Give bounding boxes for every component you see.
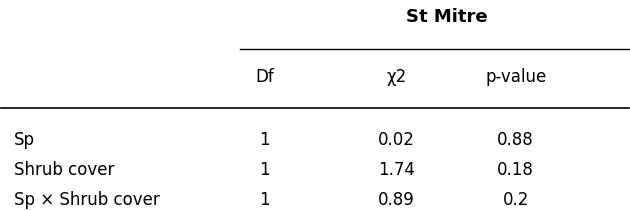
Text: Df: Df <box>255 68 274 86</box>
Text: Sp: Sp <box>14 131 35 149</box>
Text: 1: 1 <box>260 191 270 209</box>
Text: 0.2: 0.2 <box>503 191 529 209</box>
Text: Shrub cover: Shrub cover <box>14 161 114 179</box>
Text: 1.74: 1.74 <box>378 161 415 179</box>
Text: p-value: p-value <box>485 68 546 86</box>
Text: 1: 1 <box>260 161 270 179</box>
Text: 0.02: 0.02 <box>378 131 415 149</box>
Text: 0.89: 0.89 <box>378 191 415 209</box>
Text: 0.88: 0.88 <box>497 131 534 149</box>
Text: 1: 1 <box>260 131 270 149</box>
Text: St Mitre: St Mitre <box>406 8 488 26</box>
Text: 0.18: 0.18 <box>497 161 534 179</box>
Text: χ2: χ2 <box>386 68 406 86</box>
Text: Sp × Shrub cover: Sp × Shrub cover <box>14 191 159 209</box>
